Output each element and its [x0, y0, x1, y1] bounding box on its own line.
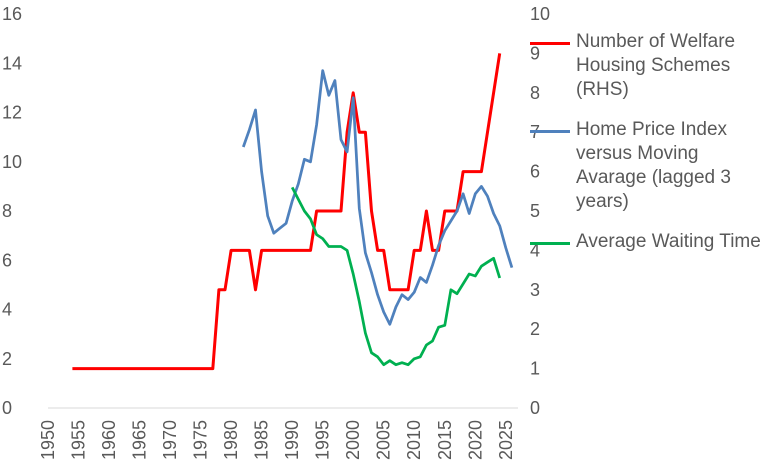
right-tick-label: 10 — [530, 4, 550, 24]
left-tick-label: 8 — [2, 201, 12, 221]
series-lines — [72, 53, 514, 371]
x-tick-label: 1960 — [99, 420, 119, 460]
legend-label-waiting-time: Average Waiting Time — [576, 231, 761, 252]
legend-swatch-blue — [530, 130, 570, 133]
x-tick-label: 2025 — [496, 420, 516, 460]
right-tick-label: 4 — [530, 240, 540, 260]
right-axis-tick-labels: 012345678910 — [530, 4, 550, 418]
right-tick-label: 8 — [530, 83, 540, 103]
left-tick-label: 12 — [2, 103, 22, 123]
waiting-time-line — [290, 186, 502, 367]
x-tick-label: 1980 — [221, 420, 241, 460]
left-tick-label: 4 — [2, 300, 12, 320]
legend-item-home-price-index: Home Price Index versus Moving Avarage (… — [530, 118, 765, 214]
x-tick-label: 1970 — [160, 420, 180, 460]
legend-label-welfare-schemes: Number of Welfare Housing Schemes (RHS) — [576, 31, 736, 100]
left-tick-label: 6 — [2, 250, 12, 270]
left-axis-tick-labels: 0 2 4 6 8 10 12 14 16 — [2, 4, 22, 418]
right-tick-label: 3 — [530, 280, 540, 300]
right-tick-label: 5 — [530, 201, 540, 221]
legend-swatch-green — [530, 242, 570, 245]
x-tick-label: 1985 — [252, 420, 272, 460]
legend-item-waiting-time: Average Waiting Time — [530, 230, 765, 254]
home-price-index-line — [242, 69, 514, 326]
x-tick-label: 2020 — [465, 420, 485, 460]
left-tick-label: 16 — [2, 4, 22, 24]
left-tick-label: 10 — [2, 152, 22, 172]
right-tick-label: 9 — [530, 43, 540, 63]
x-tick-label: 1950 — [38, 420, 58, 460]
x-tick-label: 1955 — [69, 420, 89, 460]
x-tick-label: 1975 — [191, 420, 211, 460]
x-axis-tick-labels: 1950 1955 1960 1965 1970 1975 1980 1985 1990 1995… — [38, 420, 516, 460]
legend-swatch-red — [530, 42, 570, 45]
legend-item-welfare-schemes: Number of Welfare Housing Schemes (RHS) — [530, 30, 765, 102]
right-tick-label: 0 — [530, 398, 540, 418]
left-tick-label: 14 — [2, 53, 22, 73]
right-tick-label: 2 — [530, 319, 540, 339]
x-tick-label: 1965 — [130, 420, 150, 460]
x-tick-label: 2010 — [404, 420, 424, 460]
legend-label-home-price-index: Home Price Index versus Moving Avarage (… — [576, 119, 731, 212]
left-tick-label: 2 — [2, 349, 12, 369]
right-tick-label: 1 — [530, 359, 540, 379]
right-tick-label: 6 — [530, 162, 540, 182]
left-tick-label: 0 — [2, 398, 12, 418]
x-tick-label: 1990 — [282, 420, 302, 460]
x-tick-label: 2005 — [374, 420, 394, 460]
legend: Number of Welfare Housing Schemes (RHS) … — [530, 30, 765, 270]
x-tick-label: 1995 — [313, 420, 333, 460]
x-tick-label: 2000 — [343, 420, 363, 460]
x-tick-label: 2015 — [435, 420, 455, 460]
welfare-schemes-line — [72, 53, 502, 371]
